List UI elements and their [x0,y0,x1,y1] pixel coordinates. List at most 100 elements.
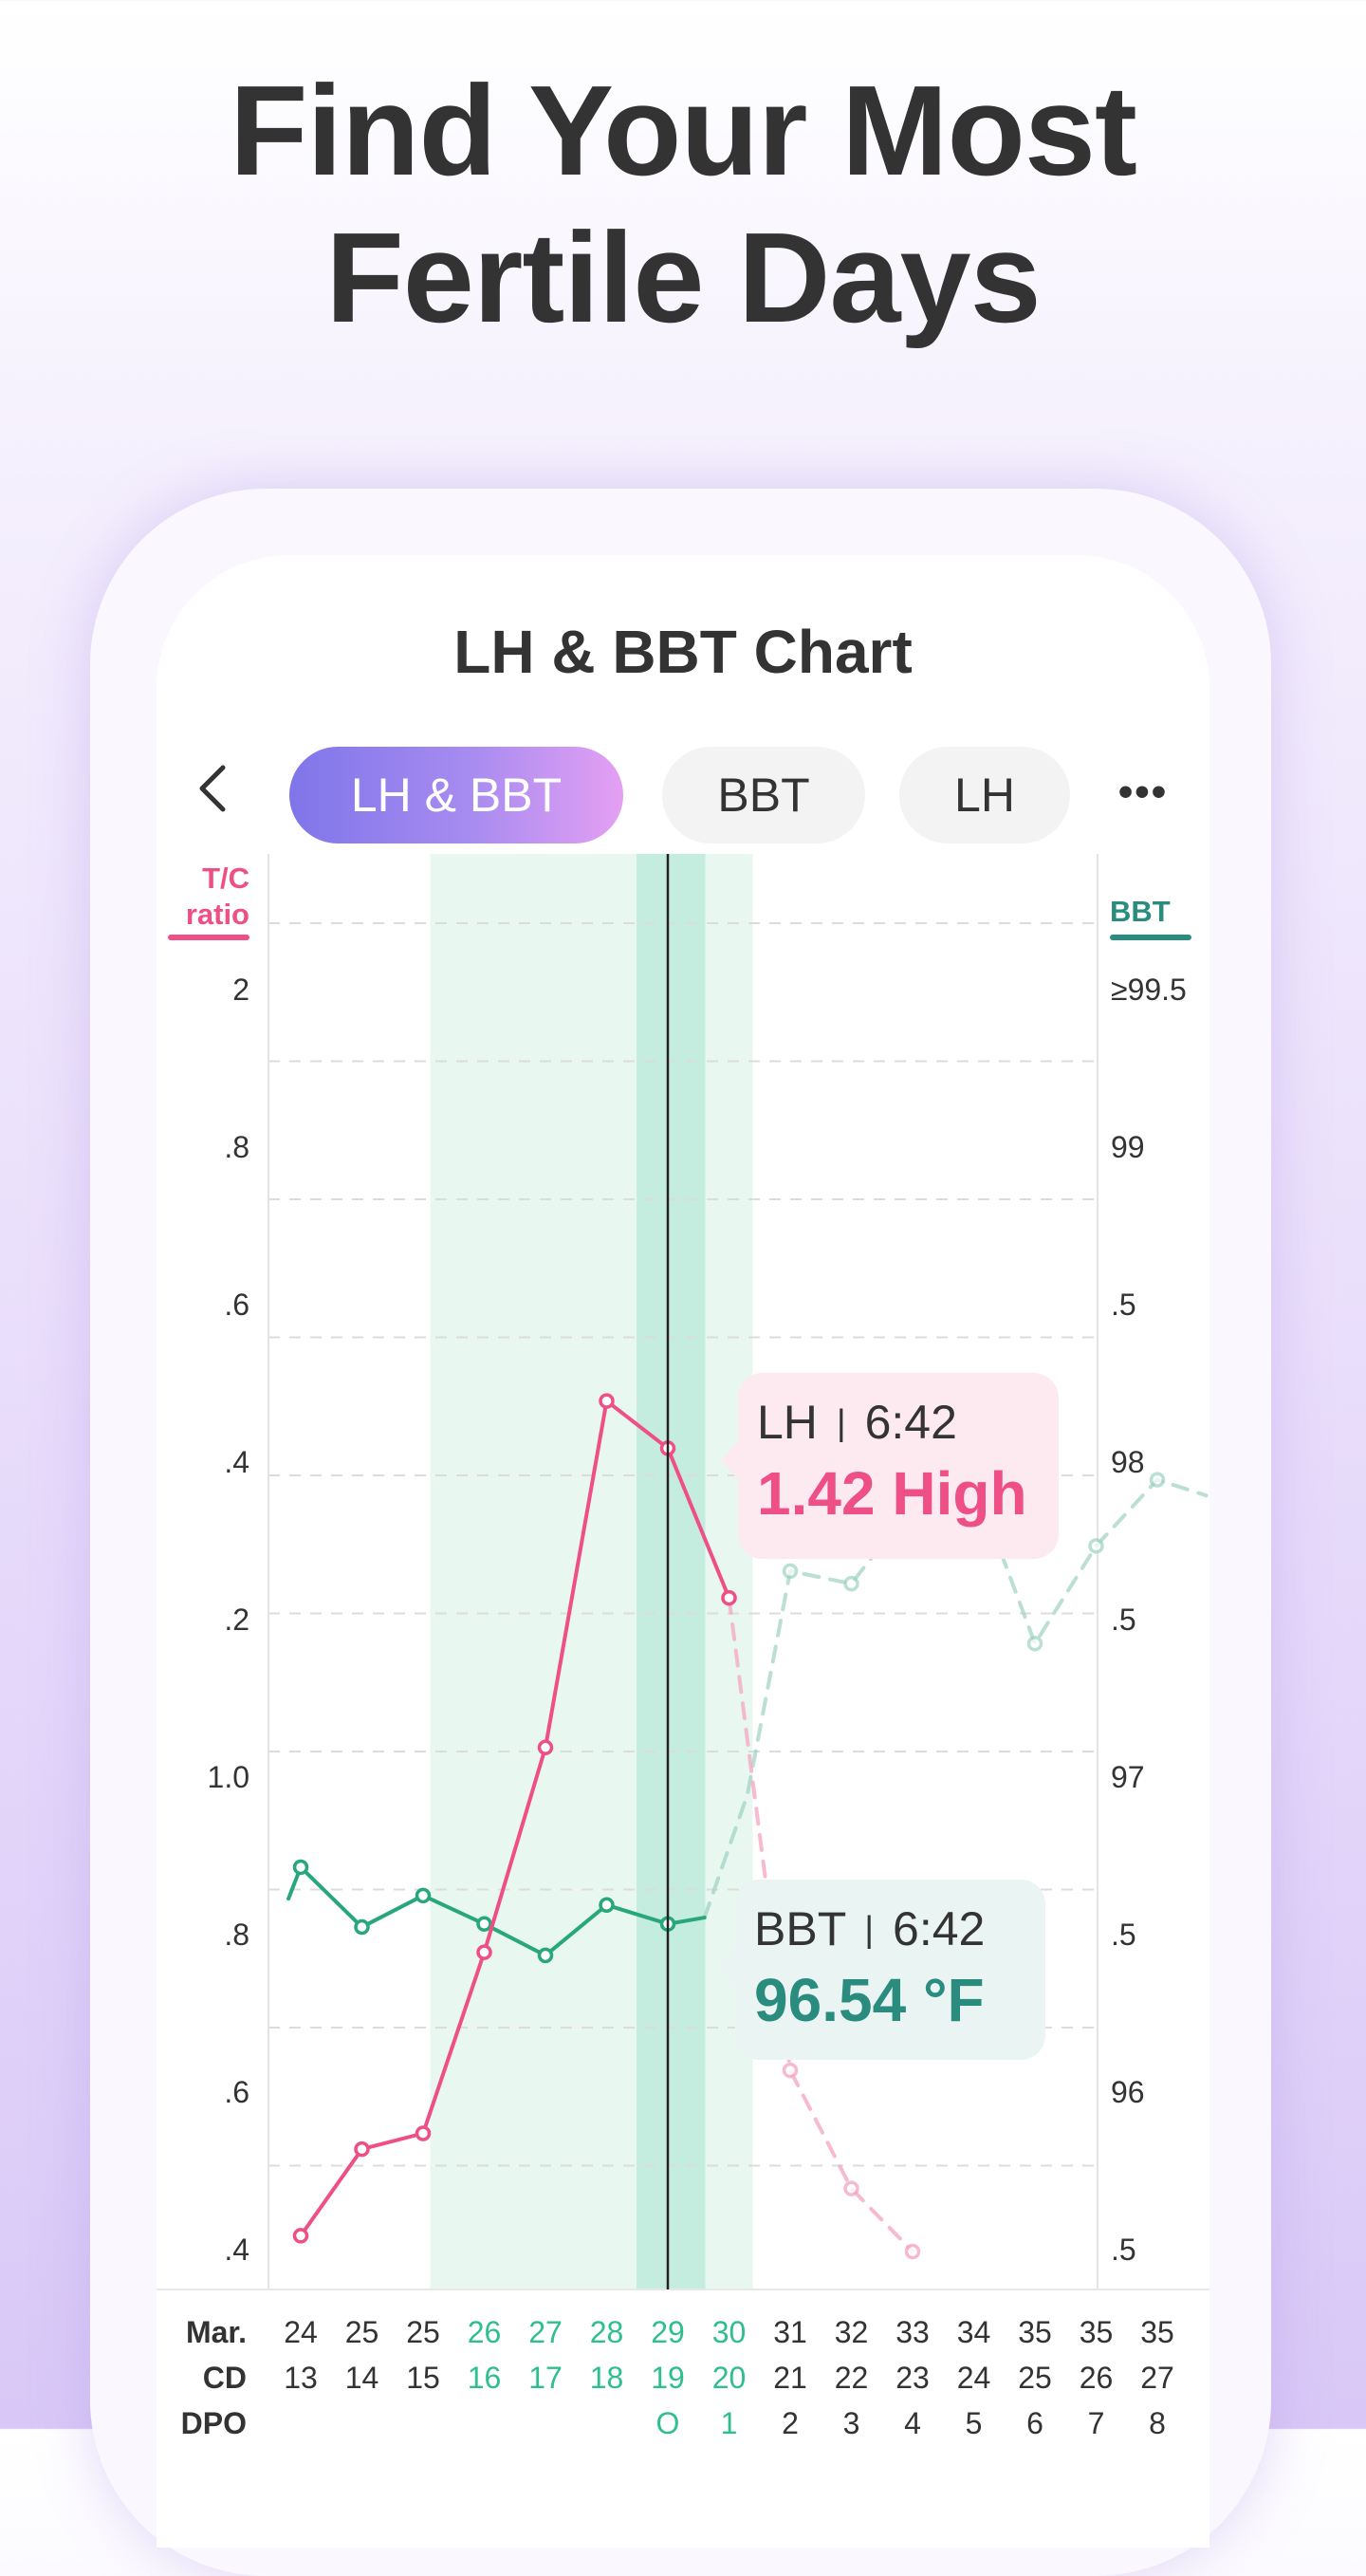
day-cell-cd: 15 [406,2361,440,2395]
bbt-projected-point [782,1563,799,1580]
day-cell-cd: 21 [773,2361,807,2395]
left-axis-title-line-2: ratio [185,898,249,931]
bbt-projected-line [702,1477,1209,1920]
day-cell-date: 29 [651,2315,685,2349]
bbt-projected-point [1088,1538,1104,1554]
left-axis-tick: .8 [224,1918,249,1952]
row-label-cd: CD [202,2361,247,2395]
day-cell-cd: 24 [956,2361,991,2395]
tab-lh[interactable]: LH [899,747,1070,843]
bbt-projected-point [1026,1635,1043,1652]
screen-title: LH & BBT Chart [453,618,913,686]
day-cell-cd: 13 [284,2361,318,2395]
tab-lh-bbt[interactable]: LH & BBT [289,747,623,843]
day-cell-cd: 22 [834,2361,869,2395]
bbt-projected-point [1149,1472,1166,1488]
day-cell-date: 27 [528,2315,563,2349]
day-cell-cd: 20 [711,2361,747,2395]
headline: Find Your Most Fertile Days [0,57,1366,351]
lh-point [599,1393,615,1409]
bbt-tooltip: BBT | 6:42 96.54 °F [718,1880,1045,2060]
left-axis-tick: .4 [224,1445,249,1479]
lh-projected-line [727,1596,914,2253]
bbt-tooltip-time: BBT | 6:42 [754,1900,1026,1958]
bbt-point [599,1897,615,1914]
day-cell-cd: 16 [467,2361,502,2395]
day-cell-date: 33 [895,2315,930,2349]
lh-projected-point [904,2243,921,2260]
tab-bbt[interactable]: BBT [662,747,865,843]
day-cell-cd: 2 [1189,2361,1210,2396]
right-axis-tick: 96 [1111,2075,1145,2109]
lh-tooltip-value: 1.42 High [757,1459,1027,1528]
day-cell-date: 24 [284,2315,318,2349]
right-axis-tick: 97 [1111,1760,1145,1794]
day-cell-cd: 26 [1079,2361,1114,2395]
lh-point [721,1589,737,1606]
bbt-tooltip-label: BBT [754,1902,846,1955]
bbt-tooltip-time-value: 6:42 [893,1902,986,1955]
day-cell-date: 30 [711,2315,747,2349]
left-axis-title: T/C ratio [164,861,249,933]
phone-screen: LH & BBT Chart LH & BBT BBT LH ••• T/C r… [157,555,1209,2548]
lh-projected-point [843,2180,859,2196]
day-cell-date: 25 [406,2315,440,2349]
lh-bbt-chart[interactable] [157,555,1209,2306]
bbt-point [415,1887,432,1904]
row-label-dpo: DPO [180,2406,247,2440]
lh-tooltip-time-value: 6:42 [864,1396,957,1449]
tooltip-separator: | [864,1910,875,1950]
tooltip-pointer [721,1441,738,1479]
day-cell-dpo: 3 [842,2406,860,2440]
day-cell-cd: 27 [1140,2361,1174,2395]
lh-point [537,1739,554,1756]
right-axis-tick: ≥99.5 [1111,973,1187,1007]
lh-point [292,2228,309,2244]
day-cell-date: 35 [1079,2315,1114,2349]
day-cell-date: 34 [956,2315,991,2349]
day-cell-cd: 17 [528,2361,563,2395]
row-label-month: Mar. [185,2315,247,2349]
back-button[interactable] [185,760,242,817]
lh-point [415,2125,432,2141]
day-cell-date: 28 [589,2315,624,2349]
right-axis-tick: 99 [1111,1130,1145,1164]
more-button[interactable]: ••• [1110,764,1176,821]
day-cell-date: 35 [1018,2315,1052,2349]
right-axis-tick: .5 [1111,1603,1136,1637]
lh-point [354,2140,370,2158]
lh-tooltip-time: LH | 6:42 [757,1394,1040,1452]
left-axis-tick: .2 [224,1603,249,1637]
tooltip-pointer [718,1948,735,1986]
day-cell-date: 32 [834,2315,869,2349]
day-cell-cd: 14 [344,2361,379,2395]
right-axis-tick: .5 [1111,1918,1136,1952]
left-axis-tick: .8 [224,1130,249,1164]
day-cell-dpo: 6 [1026,2406,1043,2440]
bbt-tooltip-value: 96.54 °F [754,1966,985,2034]
day-cell-cd: 25 [1018,2361,1052,2395]
lh-tooltip: LH | 6:42 1.42 High [721,1373,1059,1559]
right-axis-title: BBT [1110,895,1171,928]
right-axis-tick: .5 [1111,2233,1136,2267]
lh-projected-point [782,2062,799,2079]
day-cell-dpo: 8 [1149,2406,1166,2440]
left-axis-title-line-1: T/C [202,862,249,895]
bbt-point [476,1916,492,1932]
lh-tooltip-label: LH [757,1396,818,1449]
day-cell-dpo: O [655,2406,680,2440]
bbt-projected-point [843,1575,859,1592]
day-cell-date: 3 [1189,2315,1210,2350]
left-axis-tick: .4 [224,2233,249,2267]
peak-window-band [637,854,706,2289]
bbt-point [537,1947,554,1964]
day-cell-cd: 23 [895,2361,930,2395]
chevron-left-icon [199,765,226,812]
day-cell-date: 25 [344,2315,379,2349]
day-cell-date: 35 [1140,2315,1174,2349]
left-axis-tick: 2 [232,973,249,1007]
headline-line-2: Fertile Days [325,206,1041,349]
day-cell-dpo: 1 [720,2406,738,2440]
bbt-legend-swatch [1110,935,1191,940]
left-axis-tick: 1.0 [207,1760,249,1794]
